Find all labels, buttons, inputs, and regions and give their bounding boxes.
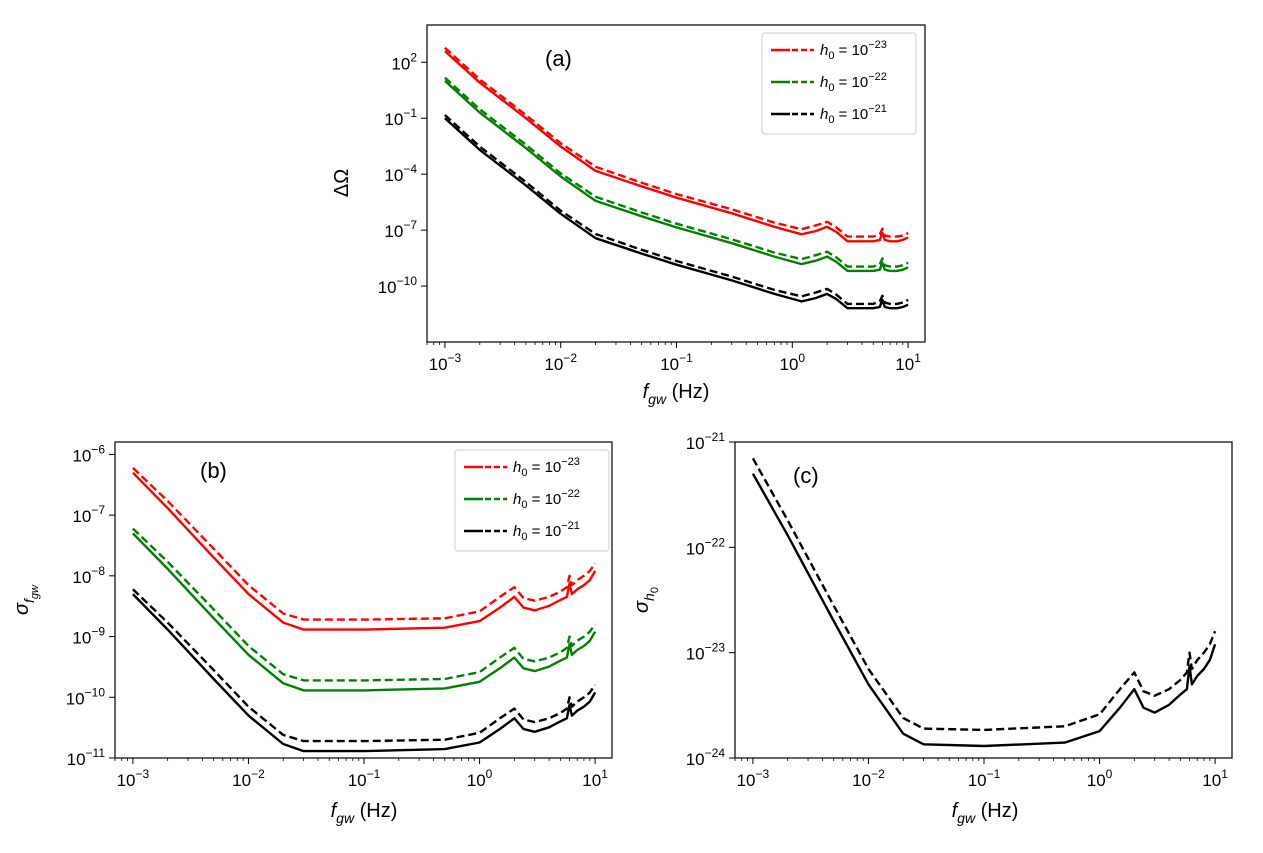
y-tick-label: 10−21 xyxy=(686,430,726,453)
x-axis-label: fgw (Hz) xyxy=(952,800,1019,826)
panel-a: 10−3 10−2 10−1 100 101 10−10 10−7 10−4 10−1 102 fg… xyxy=(331,24,926,407)
series-line-dashed-3 xyxy=(132,527,597,682)
x-tick-label: 10−1 xyxy=(348,767,381,790)
series-line-solid-4 xyxy=(444,117,909,310)
y-tick-label: 10−7 xyxy=(72,503,105,526)
panel-b: 10−3 10−2 10−1 100 101 10−11 10−10 10−9 10−8 10−7… xyxy=(11,441,613,826)
y-tick-label: 10−23 xyxy=(686,641,726,664)
legend-label: h0 = 10−23 xyxy=(820,39,887,62)
y-tick-label: 10−1 xyxy=(384,106,417,129)
plot-area xyxy=(751,457,1217,748)
x-tick-label: 10−3 xyxy=(429,351,462,374)
y-tick-label: 10−8 xyxy=(72,564,105,587)
legend: h0 = 10−23 h0 = 10−22 h0 = 10−21 xyxy=(454,449,610,552)
y-tick-label: 10−9 xyxy=(72,625,105,648)
y-tick-label: 10−24 xyxy=(686,746,726,769)
series-line-solid-4 xyxy=(132,593,597,753)
y-tick-label: 102 xyxy=(391,50,417,73)
y-tick-label: 10−10 xyxy=(378,274,418,297)
x-tick-label: 10−1 xyxy=(660,351,693,374)
y-tick-label: 10−11 xyxy=(67,746,106,769)
series-line-solid-2 xyxy=(132,532,597,692)
y-tick-label: 10−10 xyxy=(66,685,106,708)
y-tick-label: 10−7 xyxy=(384,218,417,241)
series-line-solid-0 xyxy=(132,471,597,631)
y-axis-label: σh0 xyxy=(631,587,661,613)
legend-label: h0 = 10−23 xyxy=(513,456,580,479)
series-line-dashed-1 xyxy=(444,46,909,238)
x-tick-label: 100 xyxy=(467,767,493,790)
x-tick-label: 101 xyxy=(582,767,608,790)
panel-c: 10−3 10−2 10−1 100 101 10−24 10−23 10−22 10−21 fg… xyxy=(631,430,1233,826)
plot-area xyxy=(444,46,909,310)
x-tick-label: 101 xyxy=(895,351,921,374)
series-line-dashed-3 xyxy=(444,76,909,268)
series-line-dashed-1 xyxy=(751,457,1217,732)
x-tick-label: 10−3 xyxy=(117,767,150,790)
series-line-dashed-5 xyxy=(444,114,909,306)
x-tick-label: 10−2 xyxy=(544,351,577,374)
y-tick-label: 10−22 xyxy=(686,535,726,558)
panel-label: (c) xyxy=(793,463,819,488)
x-tick-label: 100 xyxy=(1087,767,1113,790)
legend-box xyxy=(761,32,917,135)
x-tick-label: 10−1 xyxy=(968,767,1001,790)
panel-label: (b) xyxy=(200,458,227,483)
legend-label: h0 = 10−21 xyxy=(820,103,887,126)
x-tick-label: 10−2 xyxy=(852,767,885,790)
legend-box xyxy=(454,449,610,552)
legend-label: h0 = 10−22 xyxy=(513,488,580,511)
y-axis-label: ΔΩ xyxy=(331,169,353,197)
series-line-dashed-5 xyxy=(132,588,597,743)
axes-frame xyxy=(734,441,1233,759)
x-tick-label: 100 xyxy=(779,351,805,374)
series-line-dashed-1 xyxy=(132,467,597,621)
panel-label: (a) xyxy=(545,46,572,71)
series-line-solid-0 xyxy=(751,473,1217,748)
x-tick-label: 10−3 xyxy=(737,767,770,790)
legend-label: h0 = 10−21 xyxy=(513,520,580,543)
y-tick-label: 10−4 xyxy=(384,162,417,185)
legend: h0 = 10−23 h0 = 10−22 h0 = 10−21 xyxy=(761,32,917,135)
legend-label: h0 = 10−22 xyxy=(820,71,887,94)
x-tick-label: 10−2 xyxy=(232,767,265,790)
series-line-solid-0 xyxy=(444,50,909,243)
x-axis-label: fgw (Hz) xyxy=(643,381,710,407)
axes-frame xyxy=(426,24,926,343)
y-axis-label: σfgw xyxy=(11,584,41,615)
y-tick-label: 10−6 xyxy=(72,442,105,465)
x-axis-label: fgw (Hz) xyxy=(331,800,398,826)
series-line-solid-2 xyxy=(444,80,909,273)
axes-frame xyxy=(114,441,613,759)
x-tick-label: 101 xyxy=(1202,767,1228,790)
plot-area xyxy=(132,467,597,753)
